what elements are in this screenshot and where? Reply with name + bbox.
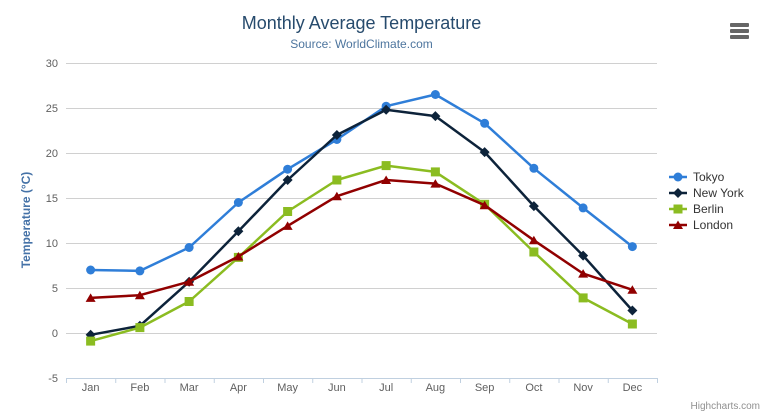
series-line-london bbox=[89, 178, 634, 300]
legend-item-berlin[interactable]: Berlin bbox=[668, 201, 744, 217]
data-point-tokyo[interactable] bbox=[283, 164, 293, 174]
triangle-legend-marker-icon bbox=[669, 220, 687, 229]
series-line-tokyo bbox=[89, 93, 634, 273]
legend-item-london[interactable]: London bbox=[668, 217, 744, 233]
hamburger-menu-icon bbox=[730, 23, 752, 39]
data-point-berlin[interactable] bbox=[184, 297, 194, 306]
data-point-berlin[interactable] bbox=[430, 167, 440, 177]
data-point-berlin[interactable] bbox=[86, 336, 96, 346]
data-point-tokyo[interactable] bbox=[184, 243, 194, 252]
legend-label: Tokyo bbox=[693, 170, 725, 184]
y-axis-tick-label: 30 bbox=[46, 58, 58, 70]
data-point-new-york[interactable] bbox=[233, 226, 244, 237]
data-point-berlin[interactable] bbox=[283, 207, 293, 216]
y-axis-tick-label: 20 bbox=[46, 148, 58, 160]
data-point-tokyo[interactable] bbox=[135, 266, 145, 276]
y-axis-tick-label: 15 bbox=[46, 193, 58, 205]
x-axis-tick-label: Jul bbox=[379, 382, 393, 394]
chart-title: Monthly Average Temperature bbox=[241, 13, 482, 33]
x-axis-tick-label: Jun bbox=[328, 382, 346, 394]
data-point-new-york[interactable] bbox=[331, 130, 342, 140]
y-axis-tick-label: 5 bbox=[52, 283, 58, 295]
data-point-berlin[interactable] bbox=[578, 293, 588, 303]
x-axis-tick-label: Nov bbox=[573, 382, 593, 394]
data-point-new-york[interactable] bbox=[381, 104, 392, 115]
y-axis-tick-label: 25 bbox=[46, 103, 58, 115]
y-axis-tick-label: 0 bbox=[52, 328, 58, 340]
data-point-new-york[interactable] bbox=[578, 250, 589, 261]
diamond-legend-marker-icon bbox=[669, 188, 687, 198]
y-axis-tick-label: 10 bbox=[46, 238, 58, 250]
data-point-tokyo[interactable] bbox=[430, 90, 440, 99]
data-point-berlin[interactable] bbox=[381, 161, 391, 171]
x-axis-tick-label: Aug bbox=[426, 382, 446, 394]
data-point-london[interactable] bbox=[134, 290, 145, 300]
x-axis-tick-label: Dec bbox=[623, 382, 643, 394]
x-axis-tick-label: Sep bbox=[475, 382, 495, 394]
legend-item-tokyo[interactable]: Tokyo bbox=[668, 169, 744, 185]
data-point-tokyo[interactable] bbox=[86, 265, 96, 275]
data-point-tokyo[interactable] bbox=[480, 118, 490, 128]
data-point-berlin[interactable] bbox=[627, 319, 637, 329]
data-point-london[interactable] bbox=[578, 269, 589, 278]
data-point-london[interactable] bbox=[282, 221, 293, 230]
data-point-new-york[interactable] bbox=[430, 111, 441, 122]
data-point-tokyo[interactable] bbox=[529, 163, 539, 173]
data-point-london[interactable] bbox=[85, 293, 96, 302]
chart-subtitle: Source: WorldClimate.com bbox=[290, 37, 433, 51]
data-point-london[interactable] bbox=[528, 235, 539, 245]
data-point-new-york[interactable] bbox=[282, 175, 293, 185]
series-line-berlin bbox=[89, 164, 634, 343]
y-axis-tick-label: -5 bbox=[48, 373, 58, 385]
data-point-berlin[interactable] bbox=[135, 323, 145, 333]
y-axis-title: Temperature (°C) bbox=[19, 171, 33, 269]
x-axis-tick-label: Jan bbox=[82, 382, 100, 394]
data-point-london[interactable] bbox=[627, 285, 638, 294]
data-point-berlin[interactable] bbox=[332, 175, 342, 185]
legend: Tokyo New York Berlin London bbox=[668, 169, 744, 233]
data-point-london[interactable] bbox=[430, 179, 441, 188]
x-axis-tick-label: Apr bbox=[230, 382, 247, 394]
data-point-london[interactable] bbox=[479, 200, 490, 210]
legend-label: London bbox=[693, 218, 734, 232]
data-point-london[interactable] bbox=[233, 252, 244, 261]
series-line-new-york bbox=[89, 108, 634, 337]
data-point-berlin[interactable] bbox=[529, 247, 539, 257]
data-point-london[interactable] bbox=[331, 191, 342, 201]
x-axis-tick-label: Mar bbox=[180, 382, 199, 394]
data-point-new-york[interactable] bbox=[528, 201, 539, 212]
x-axis-tick-label: May bbox=[277, 382, 298, 394]
export-menu-button[interactable] bbox=[728, 21, 754, 43]
highcharts-credit[interactable]: Highcharts.com bbox=[690, 401, 760, 412]
data-point-tokyo[interactable] bbox=[578, 203, 588, 213]
square-legend-marker-icon bbox=[669, 204, 687, 214]
x-axis-tick-label: Feb bbox=[130, 382, 149, 394]
legend-label: Berlin bbox=[693, 202, 724, 216]
data-point-london[interactable] bbox=[381, 175, 392, 185]
data-point-new-york[interactable] bbox=[479, 147, 490, 158]
data-point-tokyo[interactable] bbox=[233, 198, 243, 207]
data-point-tokyo[interactable] bbox=[627, 242, 637, 252]
data-point-new-york[interactable] bbox=[627, 305, 638, 316]
data-point-london[interactable] bbox=[184, 277, 195, 286]
x-axis-tick-label: Oct bbox=[525, 382, 542, 394]
legend-item-new-york[interactable]: New York bbox=[668, 185, 744, 201]
circle-legend-marker-icon bbox=[669, 172, 687, 182]
legend-label: New York bbox=[693, 186, 744, 200]
